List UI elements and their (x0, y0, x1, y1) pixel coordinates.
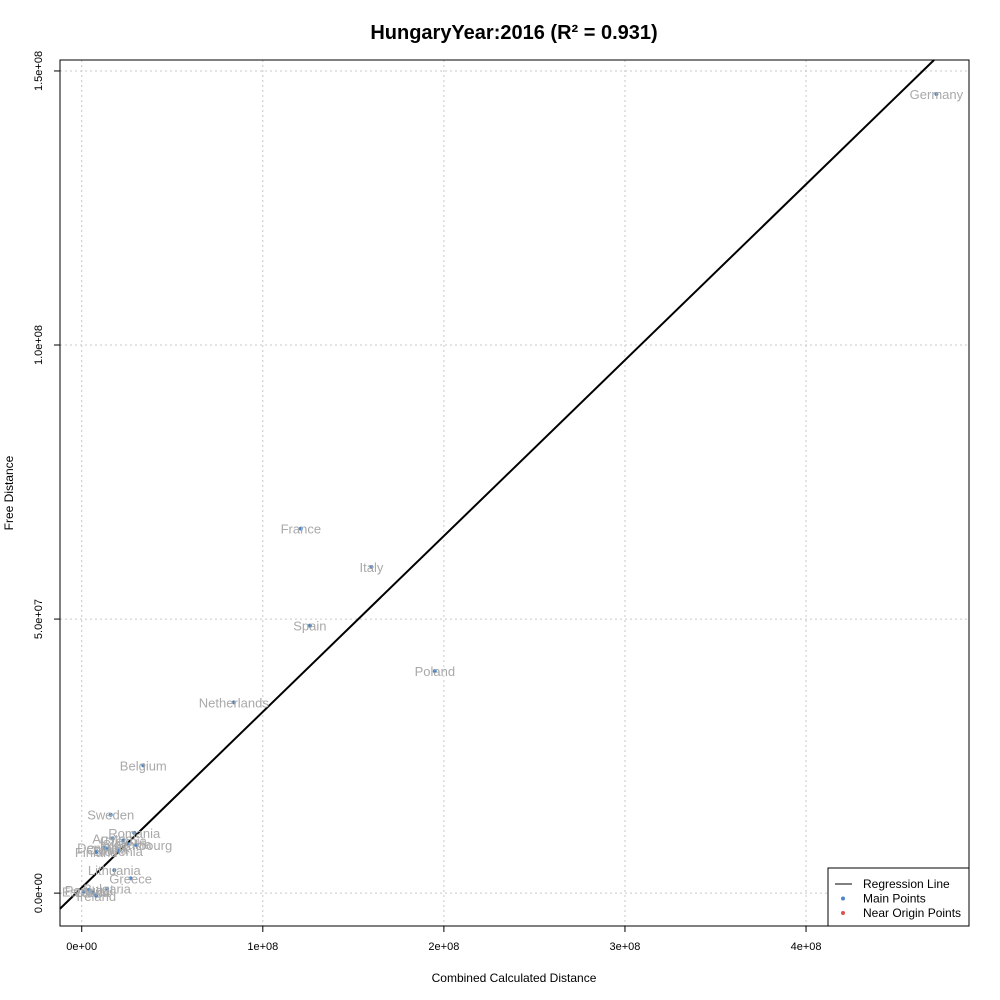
data-point (81, 889, 86, 894)
point-label: Bulgaria (83, 882, 131, 897)
data-point (112, 868, 117, 873)
y-axis: 0.0e+00 5.0e+07 1.0e+08 1.5e+08 (33, 51, 60, 913)
plot-frame (59, 59, 970, 927)
data-point (90, 890, 95, 895)
legend-label: Main Points (863, 892, 926, 906)
point-label: Romania (108, 826, 161, 841)
point-label: Lithuania (88, 863, 142, 878)
legend-point-swatch (841, 911, 845, 915)
data-point (141, 763, 146, 768)
x-tick-label: 4e+08 (791, 941, 822, 953)
data-point (105, 847, 110, 852)
regression-line (59, 59, 935, 910)
point-label: Italy (360, 560, 384, 575)
point-label: Latvia (75, 885, 110, 900)
point-label: Slovakia (102, 837, 152, 852)
data-point (94, 893, 99, 898)
data-point (132, 830, 137, 835)
point-label: Sweden (87, 808, 134, 823)
data-points: Germany France Italy Spain Poland Netherlands… (62, 87, 964, 904)
x-tick-label: 0e+00 (66, 941, 97, 953)
data-point (101, 845, 106, 850)
point-label: Ireland (76, 889, 116, 904)
data-point (94, 850, 99, 855)
point-label: Finland (75, 845, 118, 860)
data-point (124, 841, 129, 846)
y-axis-label: Free Distance (2, 455, 16, 530)
legend-point-swatch (841, 896, 845, 901)
data-point (307, 623, 312, 628)
y-tick-label: 1.0e+08 (33, 325, 45, 365)
data-point (115, 848, 120, 853)
data-point (128, 876, 133, 881)
data-point (110, 836, 115, 841)
y-tick-label: 5.0e+07 (33, 599, 45, 639)
y-tick-label: 1.5e+08 (33, 51, 45, 91)
data-point (108, 812, 113, 817)
x-tick-label: 3e+08 (610, 941, 641, 953)
point-label: Poland (415, 664, 455, 679)
data-point (121, 838, 126, 843)
x-tick-label: 2e+08 (428, 941, 459, 953)
point-label: Spain (293, 619, 326, 634)
point-label: Slovenia (93, 844, 144, 859)
point-label: Belgium (120, 758, 167, 773)
point-label: Austria (92, 831, 133, 846)
legend-label: Near Origin Points (863, 906, 961, 920)
grid-lines (60, 60, 969, 926)
data-point (105, 886, 110, 891)
x-axis: 0e+00 1e+08 2e+08 3e+08 4e+08 (66, 926, 821, 953)
x-tick-label: 1e+08 (247, 941, 278, 953)
data-point (369, 564, 374, 569)
point-label: Germany (910, 87, 964, 102)
x-axis-label: Combined Calculated Distance (432, 971, 597, 985)
data-point (432, 669, 437, 674)
point-label: Netherlands (199, 695, 270, 710)
legend-label: Regression Line (863, 877, 950, 891)
point-label: Greece (109, 871, 152, 886)
legend-box (827, 867, 970, 927)
data-point (934, 91, 939, 96)
data-point (231, 700, 236, 705)
y-tick-label: 0.0e+00 (33, 873, 45, 913)
point-label: France (281, 522, 321, 537)
data-point (134, 842, 139, 847)
data-point (298, 526, 303, 531)
point-label: Portugal (65, 883, 114, 898)
data-point (86, 887, 91, 892)
chart-title: HungaryYear:2016 (R² = 0.931) (370, 22, 657, 44)
